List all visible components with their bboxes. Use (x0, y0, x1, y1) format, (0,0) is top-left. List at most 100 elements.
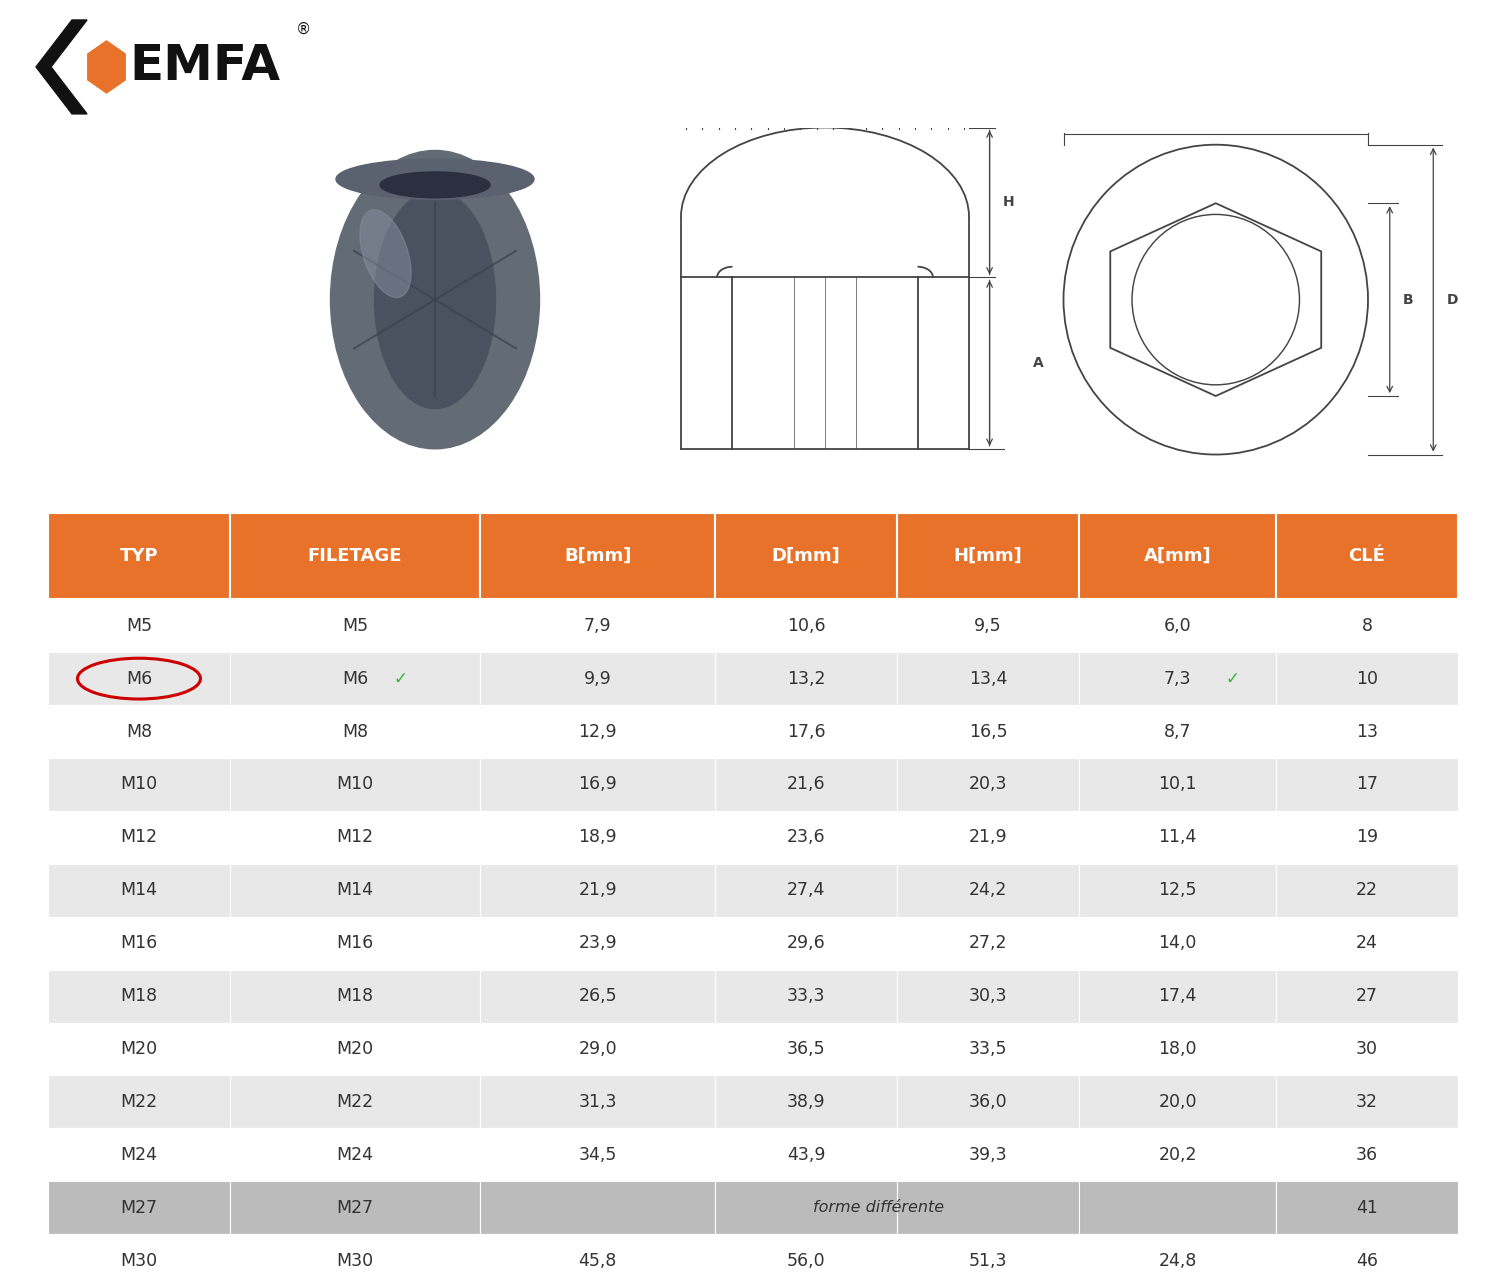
Text: 7,3: 7,3 (1164, 669, 1191, 687)
Text: ✓: ✓ (393, 669, 406, 687)
Text: M18: M18 (336, 987, 374, 1005)
Text: 23,9: 23,9 (579, 935, 616, 952)
Text: M16: M16 (336, 935, 374, 952)
Text: 51,3: 51,3 (969, 1252, 1006, 1270)
Text: 45,8: 45,8 (579, 1252, 616, 1270)
Text: M8: M8 (342, 723, 368, 741)
Text: 27,2: 27,2 (969, 935, 1006, 952)
Text: M20: M20 (120, 1040, 158, 1058)
Text: 30,3: 30,3 (969, 987, 1006, 1005)
Text: M14: M14 (120, 881, 158, 899)
Text: 9,5: 9,5 (974, 617, 1002, 635)
Text: 46: 46 (1356, 1252, 1378, 1270)
Polygon shape (36, 20, 87, 113)
Text: 31,3: 31,3 (579, 1093, 616, 1111)
Text: 17,6: 17,6 (788, 723, 825, 741)
Text: M22: M22 (120, 1093, 158, 1111)
Ellipse shape (375, 190, 495, 409)
Text: 24,8: 24,8 (1158, 1252, 1197, 1270)
Text: 36,0: 36,0 (969, 1093, 1008, 1111)
Text: M8: M8 (126, 723, 152, 741)
Text: 24: 24 (1356, 935, 1378, 952)
Text: M24: M24 (336, 1146, 374, 1164)
Text: 20,2: 20,2 (1158, 1146, 1197, 1164)
Text: A[mm]: A[mm] (1143, 547, 1212, 565)
Text: M18: M18 (120, 987, 158, 1005)
Text: 12,5: 12,5 (1158, 881, 1197, 899)
Text: M5: M5 (126, 617, 152, 635)
Text: 27,4: 27,4 (788, 881, 825, 899)
Text: 16,9: 16,9 (578, 775, 616, 793)
Text: 13: 13 (1356, 723, 1378, 741)
Text: 22: 22 (1356, 881, 1378, 899)
Ellipse shape (330, 150, 540, 449)
Text: 34,5: 34,5 (579, 1146, 616, 1164)
Text: M30: M30 (336, 1252, 374, 1270)
Text: 14,0: 14,0 (1158, 935, 1197, 952)
Text: M10: M10 (120, 775, 158, 793)
Text: 43,9: 43,9 (788, 1146, 825, 1164)
Text: M12: M12 (120, 829, 158, 847)
Text: forme différente: forme différente (813, 1200, 944, 1215)
Text: M27: M27 (120, 1198, 158, 1216)
Text: 8: 8 (1362, 617, 1372, 635)
Text: 24,2: 24,2 (969, 881, 1006, 899)
Ellipse shape (380, 172, 490, 198)
Text: M16: M16 (120, 935, 158, 952)
Text: 17: 17 (1356, 775, 1378, 793)
Text: 19: 19 (1356, 829, 1378, 847)
Text: H: H (1002, 195, 1014, 209)
Ellipse shape (336, 159, 534, 199)
Text: 21,9: 21,9 (579, 881, 616, 899)
Text: 13,4: 13,4 (969, 669, 1006, 687)
Text: 21,9: 21,9 (969, 829, 1008, 847)
Text: 30: 30 (1356, 1040, 1378, 1058)
Text: M24: M24 (120, 1146, 158, 1164)
Text: 9,9: 9,9 (584, 669, 612, 687)
Text: ®: ® (296, 22, 310, 37)
Text: 20,3: 20,3 (969, 775, 1006, 793)
Text: ✓: ✓ (1226, 669, 1239, 687)
Text: 33,3: 33,3 (788, 987, 825, 1005)
Text: 18,0: 18,0 (1158, 1040, 1197, 1058)
Text: CLÉ: CLÉ (1348, 547, 1386, 565)
Text: EMFA: EMFA (129, 42, 280, 91)
Text: 27: 27 (1356, 987, 1378, 1005)
Text: 18,9: 18,9 (579, 829, 616, 847)
Text: 11,4: 11,4 (1158, 829, 1197, 847)
Text: M27: M27 (336, 1198, 374, 1216)
Text: B: B (1402, 293, 1413, 306)
Text: 7,9: 7,9 (584, 617, 612, 635)
Polygon shape (88, 41, 125, 93)
Ellipse shape (360, 210, 411, 297)
Text: M5: M5 (342, 617, 368, 635)
Text: 39,3: 39,3 (969, 1146, 1008, 1164)
Text: 16,5: 16,5 (969, 723, 1008, 741)
Text: M14: M14 (336, 881, 374, 899)
Text: 10,1: 10,1 (1158, 775, 1197, 793)
Text: FILETAGE: FILETAGE (308, 547, 402, 565)
Text: M12: M12 (336, 829, 374, 847)
Text: 10,6: 10,6 (788, 617, 825, 635)
Text: 17,4: 17,4 (1158, 987, 1197, 1005)
Text: TYP: TYP (120, 547, 159, 565)
Text: 12,9: 12,9 (579, 723, 616, 741)
Text: M20: M20 (336, 1040, 374, 1058)
Text: M30: M30 (120, 1252, 158, 1270)
Text: 8,7: 8,7 (1164, 723, 1191, 741)
Text: 21,6: 21,6 (788, 775, 825, 793)
Text: 26,5: 26,5 (579, 987, 616, 1005)
Text: D: D (1446, 293, 1458, 306)
Text: 41: 41 (1356, 1198, 1378, 1216)
Text: M22: M22 (336, 1093, 374, 1111)
Text: D[mm]: D[mm] (771, 547, 840, 565)
Text: 36,5: 36,5 (788, 1040, 825, 1058)
Text: 23,6: 23,6 (788, 829, 825, 847)
Text: 13,2: 13,2 (788, 669, 825, 687)
Text: 32: 32 (1356, 1093, 1378, 1111)
Text: H[mm]: H[mm] (954, 547, 1023, 565)
Text: A: A (1034, 356, 1044, 370)
Text: M6: M6 (126, 669, 152, 687)
Text: 56,0: 56,0 (788, 1252, 825, 1270)
Text: 29,0: 29,0 (579, 1040, 616, 1058)
